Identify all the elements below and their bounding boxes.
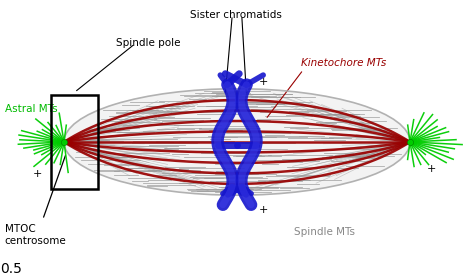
Text: Kinetochore MTs: Kinetochore MTs — [301, 58, 386, 68]
Text: +: + — [427, 164, 436, 174]
Text: +: + — [258, 77, 268, 87]
Text: Astral MTs: Astral MTs — [5, 104, 57, 114]
Text: MTOC
centrosome: MTOC centrosome — [5, 224, 66, 246]
Bar — [51, 95, 98, 189]
Text: Spindle pole: Spindle pole — [116, 38, 181, 48]
Text: Sister chromatids: Sister chromatids — [190, 10, 282, 20]
Ellipse shape — [64, 89, 410, 195]
Text: Spindle MTs: Spindle MTs — [294, 227, 355, 237]
Text: +: + — [33, 169, 43, 179]
Text: +: + — [258, 205, 268, 215]
Text: 0.5: 0.5 — [0, 262, 22, 276]
